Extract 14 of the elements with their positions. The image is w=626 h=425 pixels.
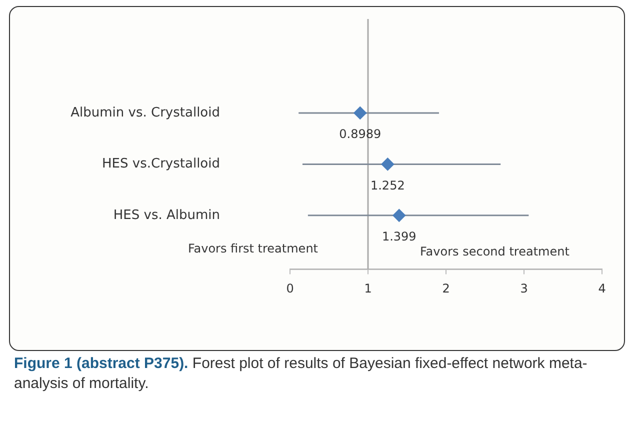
data-label: 1.399 <box>382 230 416 244</box>
x-tick-label: 0 <box>286 282 294 296</box>
text: Figure 1 (abstract P375). Forest plot of results of Bayesian fixed-effect network meta-analysis of mortality. <box>14 355 588 392</box>
y-tick-label: HES vs. Albumin <box>113 208 220 223</box>
x-tick-label: 2 <box>442 282 450 296</box>
data-label: 0.8989 <box>339 127 382 142</box>
data-label: 1.252 <box>370 178 405 192</box>
text: Favors second treatment <box>420 244 570 258</box>
x-tick-label: 3 <box>520 282 528 296</box>
text: Favors first treatment <box>188 241 318 256</box>
y-tick-label: HES vs.Crystalloid <box>102 156 220 172</box>
y-tick-label: Albumin vs. Crystalloid <box>70 105 220 120</box>
x-tick-label: 1 <box>364 282 372 296</box>
x-tick-label: 4 <box>598 282 606 296</box>
